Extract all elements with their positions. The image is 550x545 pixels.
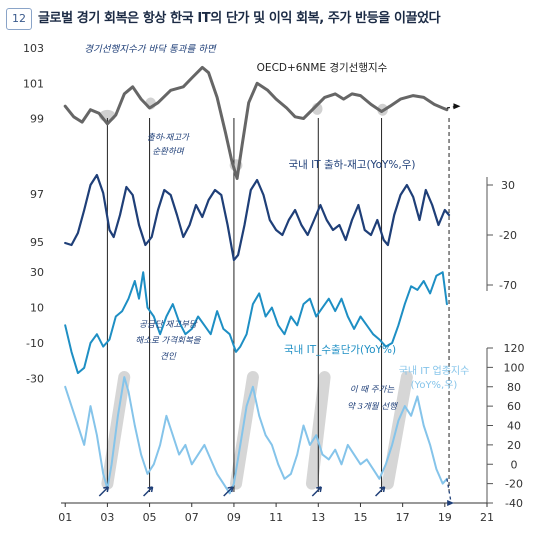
- x-tick-label: 05: [143, 511, 157, 524]
- y-tick-label: 10: [30, 302, 44, 315]
- y-tick-label: -20: [499, 229, 517, 242]
- x-tick-label: 09: [227, 511, 241, 524]
- y-tick-label: 97: [30, 188, 44, 201]
- projection-arrowhead: [447, 500, 455, 506]
- series-line: [63, 65, 449, 180]
- handwritten-annotation: 약 3개월 선행: [347, 401, 398, 412]
- y-tick-label: 80: [507, 381, 521, 394]
- rebound-arrow: [223, 486, 234, 497]
- x-tick-label: 17: [396, 511, 410, 524]
- chart-title: 글로벌 경기 회복은 항상 한국 IT의 단가 및 이익 회복, 주가 반등을 …: [38, 11, 441, 26]
- y-tick-label: 101: [23, 77, 44, 90]
- handwritten-annotation: 순환하며: [152, 146, 184, 157]
- rebound-arrowhead: [147, 486, 154, 493]
- rebound-arrow: [375, 486, 386, 497]
- y-tick-label: 30: [501, 179, 515, 192]
- series-label: OECD+6NME 경기선행지수: [257, 61, 388, 74]
- x-tick-label: 01: [58, 511, 72, 524]
- rebound-arrowhead: [316, 486, 323, 493]
- series-label: (YoY%,우): [411, 379, 458, 391]
- y-tick-label: 30: [30, 266, 44, 279]
- y-tick-label: -20: [505, 478, 523, 491]
- y-tick-label: 99: [30, 113, 44, 126]
- handwritten-annotation: 경기선행지수가 바닥 통과를 하면: [84, 44, 217, 55]
- handwritten-annotation: 출하-재고가: [147, 132, 190, 143]
- projection-arrowhead: [453, 103, 461, 110]
- handwritten-annotation: 이 때 주가는: [350, 384, 396, 395]
- x-tick-label: 21: [480, 511, 494, 524]
- series-label: 국내 IT 출하-재고(YoY%,우): [289, 158, 416, 171]
- x-tick-label: 03: [100, 511, 114, 524]
- y-tick-label: 103: [23, 42, 44, 55]
- x-tick-label: 15: [353, 511, 367, 524]
- upswing-highlight: [381, 371, 413, 490]
- rebound-arrowhead: [227, 486, 234, 493]
- x-tick-label: 07: [185, 511, 199, 524]
- y-tick-label: 60: [507, 400, 521, 413]
- handwritten-annotation: 해소로 가격회복을: [135, 335, 201, 346]
- y-tick-label: -70: [499, 279, 517, 292]
- handwritten-annotation: 견인: [160, 351, 177, 362]
- x-tick-label: 11: [269, 511, 283, 524]
- y-tick-label: 100: [504, 361, 525, 374]
- recovery-marker-layer: [106, 118, 450, 492]
- x-tick-label: 19: [438, 511, 452, 524]
- y-tick-label: 20: [507, 439, 521, 452]
- figure-number-badge: 12: [6, 8, 32, 30]
- y-tick-label: 0: [511, 458, 518, 471]
- y-tick-label: 120: [504, 342, 525, 355]
- rebound-arrow: [143, 486, 154, 497]
- handwritten-annotation: 공급단 재고부담: [139, 319, 198, 330]
- series-line: [64, 271, 448, 375]
- y-tick-label: -40: [505, 497, 523, 510]
- rebound-arrowhead: [379, 486, 386, 493]
- rebound-arrowhead: [103, 486, 110, 493]
- series-label: 국내 IT 업종지수: [399, 364, 470, 377]
- y-tick-label: -30: [26, 372, 44, 385]
- series-line: [64, 376, 448, 495]
- rebound-arrow: [98, 486, 109, 497]
- series-label: 국내 IT_수출단가(YoY%): [284, 344, 396, 356]
- y-tick-label: 40: [507, 420, 521, 433]
- x-tick-label: 13: [311, 511, 325, 524]
- y-tick-label: 95: [30, 236, 44, 249]
- axes-layer: 99 101 103 95 97 30 -20 -70 30 10 -10 -30 120 100 80 60…: [23, 42, 525, 524]
- y-tick-label: -10: [26, 337, 44, 350]
- rebound-arrow: [311, 486, 322, 497]
- series-line: [64, 173, 451, 262]
- projection-arrow: [446, 478, 452, 504]
- series-layer: [63, 65, 461, 506]
